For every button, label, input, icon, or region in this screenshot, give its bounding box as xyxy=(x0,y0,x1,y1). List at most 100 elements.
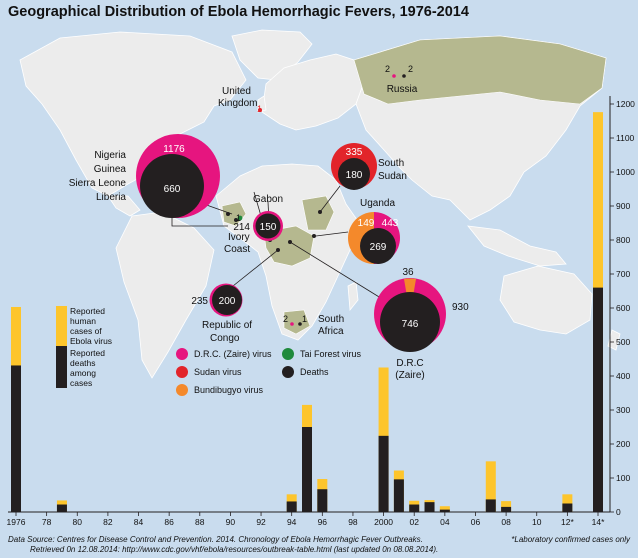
label-nigeria: Nigeria xyxy=(94,150,126,161)
y-tick-label: 1100 xyxy=(616,133,635,143)
legend-deaths-line1: Reported xyxy=(70,348,105,358)
label-south-sudan-2: Sudan xyxy=(378,171,407,182)
page-title: Geographical Distribution of Ebola Hemor… xyxy=(8,4,469,20)
bubble-south-sudan: 335 180 xyxy=(331,143,377,190)
y-tick-label: 500 xyxy=(616,337,630,347)
bubble-sudan-cases-label: 335 xyxy=(346,147,363,158)
legend-tai-forest-dot xyxy=(282,348,294,360)
label-south-africa-deaths: 1 xyxy=(302,314,307,324)
bubble-gabon-deaths-label: 150 xyxy=(260,222,277,233)
legend-deaths-line4: cases xyxy=(70,378,92,388)
bubble-uganda-bundibugyo-label: 149 xyxy=(358,218,375,229)
bubble-west-africa-deaths xyxy=(140,154,204,218)
y-tick-label: 0 xyxy=(616,507,621,517)
label-sierra-leone: Sierra Leone xyxy=(69,178,127,189)
bubble-sudan-deaths xyxy=(338,158,370,190)
x-tick-label: 78 xyxy=(42,517,52,527)
y-tick-label: 400 xyxy=(616,371,630,381)
data-source-note: Data Source: Centres for Disease Control… xyxy=(8,535,478,555)
marker-russia-cases xyxy=(392,74,396,78)
label-ivory-coast-1: Ivory xyxy=(228,232,250,243)
leader-congo xyxy=(227,249,279,291)
marker-uganda xyxy=(312,234,316,238)
marker-uk xyxy=(258,108,262,112)
bar-deaths-2014 xyxy=(593,287,603,512)
bubble-congo-deaths xyxy=(212,285,242,315)
label-uk-count: 1 xyxy=(257,104,262,114)
x-tick-label: 94 xyxy=(287,517,297,527)
bar-deaths-1996 xyxy=(317,489,328,512)
bar-deaths-2003 xyxy=(424,502,435,512)
x-tick-label: 1976 xyxy=(7,517,26,527)
leader-uganda xyxy=(315,231,349,237)
bubble-uganda: 149 443 269 xyxy=(348,212,400,264)
legend-tai-forest-label: Tai Forest virus xyxy=(300,349,362,359)
bar-deaths-1995 xyxy=(302,427,312,512)
affected-countries xyxy=(221,35,607,335)
bar-deaths-2007 xyxy=(485,499,496,512)
bubble-gabon-cases-label: 214 xyxy=(233,222,250,233)
label-ivory-coast-count: 1 xyxy=(236,213,241,223)
x-tick-label: 02 xyxy=(409,517,419,527)
x-tick-label: 08 xyxy=(501,517,511,527)
virus-legend: D.R.C. (Zaire) virus Sudan virus Bundibu… xyxy=(176,348,362,396)
southeast-asia-shape xyxy=(467,225,567,267)
bubble-west-africa: 1176 660 xyxy=(136,134,220,218)
legend-deaths-line2: deaths xyxy=(70,358,96,368)
lab-confirmed-note: *Laboratory confirmed cases only xyxy=(511,535,630,544)
legend-deaths-line3: among xyxy=(70,368,96,378)
label-drc-2: (Zaire) xyxy=(395,370,424,381)
marker-ivory-coast xyxy=(234,218,238,222)
x-tick-label: 84 xyxy=(134,517,144,527)
x-tick-label: 12* xyxy=(561,517,574,527)
x-tick-label: 06 xyxy=(471,517,481,527)
bar-cases-2004 xyxy=(439,506,450,512)
legend-bundibugyo-label: Bundibugyo virus xyxy=(194,385,264,395)
bubble-drc-extra-label: 36 xyxy=(402,267,414,278)
y-tick-label: 1000 xyxy=(616,167,635,177)
leader-sudan xyxy=(319,185,341,213)
legend-sudan-dot xyxy=(176,366,188,378)
bar-legend: Reported human cases of Ebola virus Repo… xyxy=(56,306,112,388)
bubble-drc-cases-label: 930 xyxy=(452,302,469,313)
y-tick-label: 300 xyxy=(616,405,630,415)
bar-deaths-2001 xyxy=(393,479,404,512)
label-ivory-coast-2: Coast xyxy=(224,244,250,255)
bar-cases-2008 xyxy=(501,501,512,512)
bar-deaths-2012 xyxy=(562,503,573,512)
bar-cases-2012 xyxy=(562,494,573,512)
label-gabon: Gabon xyxy=(253,194,283,205)
bar-deaths-1976 xyxy=(11,365,21,512)
y-tick-label: 1200 xyxy=(616,99,635,109)
label-south-africa-1: South xyxy=(318,314,344,325)
x-tick-label: 90 xyxy=(226,517,236,527)
bubble-gabon-deaths xyxy=(255,213,281,239)
leader-drc xyxy=(289,241,385,301)
outbreak-bubbles: 1176 660 150 214 335 180 149 443 269 200 xyxy=(136,134,469,352)
x-tick-label: 96 xyxy=(318,517,328,527)
central-america-shape xyxy=(107,195,141,217)
legend-cases-line4: Ebola virus xyxy=(70,336,112,346)
australia-shape xyxy=(499,265,593,335)
label-south-africa-cases: 2 xyxy=(283,314,288,324)
y-tick-label: 600 xyxy=(616,303,630,313)
legend-cases-line2: human xyxy=(70,316,96,326)
bubble-uganda-deaths xyxy=(360,228,396,264)
x-tick-label: 80 xyxy=(73,517,83,527)
legend-cases-line3: cases of xyxy=(70,326,102,336)
label-russia: Russia xyxy=(387,84,418,95)
legend-cases-swatch xyxy=(56,306,67,346)
x-tick-label: 98 xyxy=(348,517,358,527)
data-source-line2: Retrieved 0n 12.08.2014: http://www.cdc.… xyxy=(30,545,439,554)
bar-cases-2007 xyxy=(485,461,496,512)
bubble-drc-deaths xyxy=(380,292,440,352)
bubble-uganda-deaths-label: 269 xyxy=(370,242,387,253)
bar-deaths-2000 xyxy=(378,435,389,512)
bar-deaths-1979 xyxy=(56,504,67,512)
bar-deaths-2004 xyxy=(439,509,450,512)
marker-west-africa xyxy=(226,212,230,216)
bubble-drc: 36 930 746 xyxy=(374,267,469,352)
bubble-republic-of-congo: 200 235 xyxy=(191,283,243,317)
bubble-west-africa-deaths-label: 660 xyxy=(164,184,181,195)
